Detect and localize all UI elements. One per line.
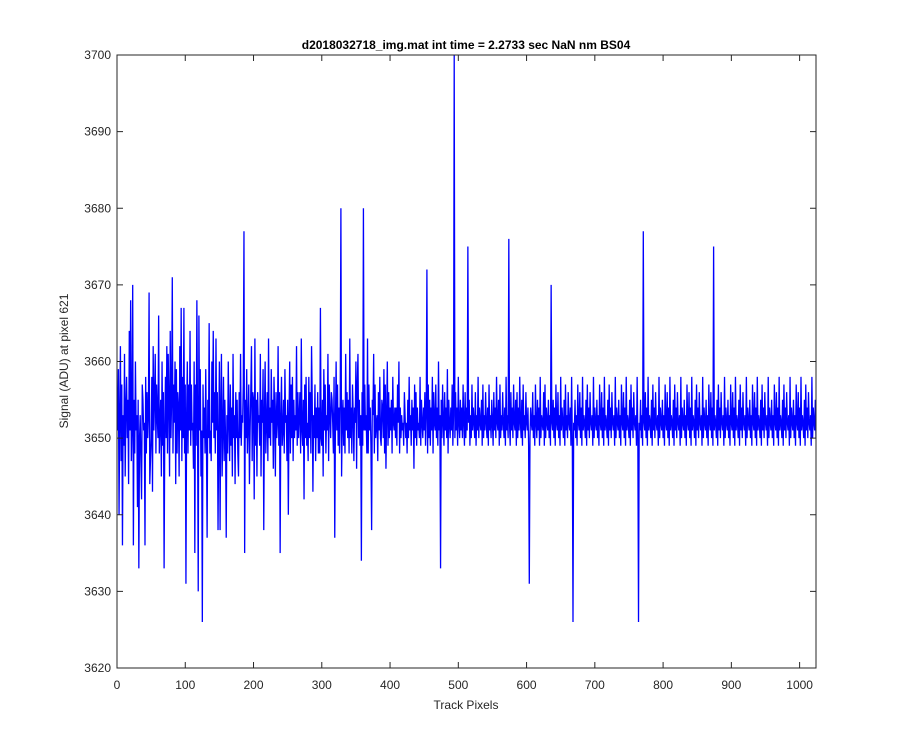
y-axis-label: Signal (ADU) at pixel 621 [57,293,71,428]
x-axis: 0 100 200 300 400 500 600 700 800 900 1000 [114,55,813,692]
plot-clip-group [117,55,816,623]
x-tick-label: 700 [585,678,605,692]
y-tick-label: 3650 [84,431,111,445]
y-tick-label: 3630 [84,584,111,598]
x-tick-label: 500 [448,678,468,692]
y-tick-label: 3680 [84,201,111,215]
y-tick-label: 3690 [84,125,111,139]
x-tick-label: 900 [721,678,741,692]
x-tick-label: 0 [114,678,121,692]
y-tick-label: 3660 [84,355,111,369]
chart-title: d2018032718_img.mat int time = 2.2733 se… [302,38,631,52]
x-tick-label: 200 [244,678,264,692]
y-tick-label: 3620 [84,661,111,675]
x-tick-label: 100 [175,678,195,692]
y-tick-label: 3640 [84,508,111,522]
x-tick-label: 400 [380,678,400,692]
x-axis-label: Track Pixels [434,698,499,712]
x-tick-label: 600 [517,678,537,692]
x-tick-label: 300 [312,678,332,692]
y-axis: 3620 3630 3640 3650 3660 3670 3680 3690 3700 [84,48,816,675]
y-tick-label: 3700 [84,48,111,62]
x-tick-label: 800 [653,678,673,692]
y-tick-label: 3670 [84,278,111,292]
x-tick-label: 1000 [786,678,813,692]
series-line-0 [117,55,816,623]
